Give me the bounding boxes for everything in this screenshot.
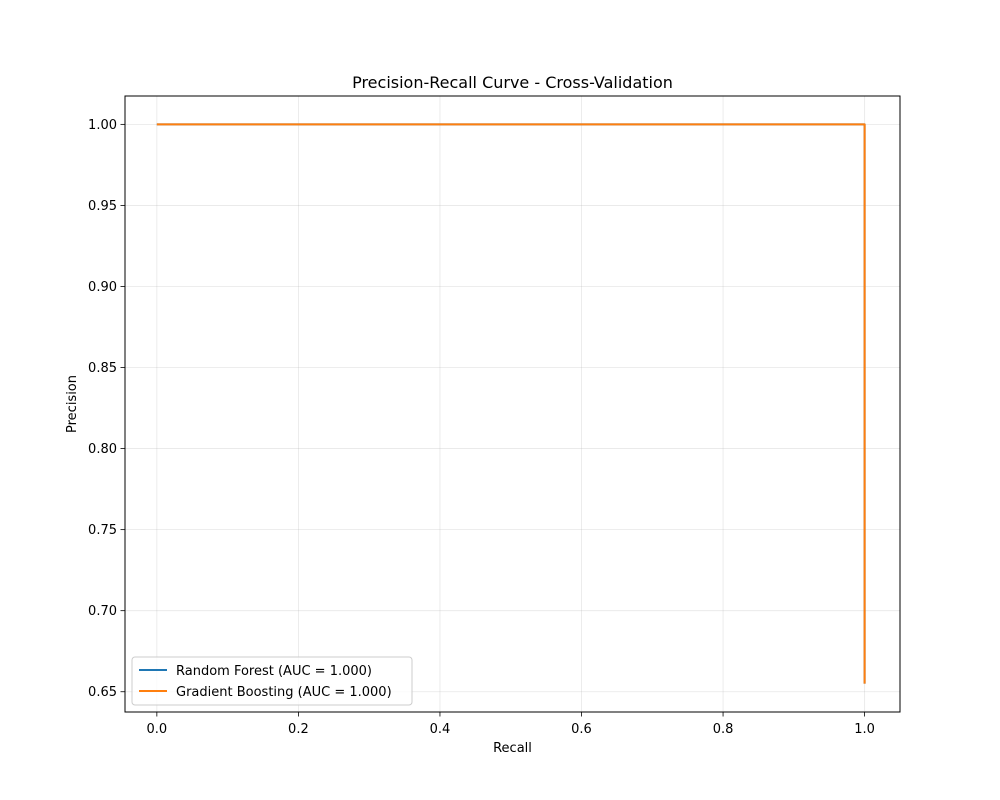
x-tick-label: 1.0: [854, 722, 875, 737]
legend-label-random-forest: Random Forest (AUC = 1.000): [176, 664, 372, 679]
x-tick-label: 0.8: [713, 722, 734, 737]
legend-box: [131, 656, 413, 706]
y-tick-label: 0.80: [88, 442, 117, 457]
y-tick-label: 1.00: [88, 118, 117, 133]
y-axis-ticks: 0.65 0.70 0.75 0.80 0.85 0.90 0.95 1.00: [88, 118, 125, 700]
y-tick-label: 0.70: [88, 604, 117, 619]
legend-label-gradient-boosting: Gradient Boosting (AUC = 1.000): [176, 685, 392, 700]
plot-area-frame: [124, 95, 901, 713]
y-tick-label: 0.75: [88, 523, 117, 538]
y-tick-label: 0.90: [88, 280, 117, 295]
chart-title: Precision-Recall Curve - Cross-Validatio…: [352, 73, 673, 92]
x-tick-label: 0.2: [288, 722, 309, 737]
series-line-gradient-boosting: [156, 123, 866, 684]
x-tick-label: 0.4: [430, 722, 451, 737]
x-tick-label: 0.6: [571, 722, 592, 737]
y-tick-label: 0.65: [88, 685, 117, 700]
y-tick-label: 0.95: [88, 199, 117, 214]
series-lines: [156, 123, 866, 684]
x-axis-ticks: 0.0 0.2 0.4 0.6 0.8 1.0: [147, 712, 875, 737]
x-axis-label: Recall: [493, 741, 532, 756]
legend: Random Forest (AUC = 1.000) Gradient Boo…: [131, 656, 413, 706]
x-tick-label: 0.0: [147, 722, 168, 737]
y-axis-label: Precision: [65, 375, 80, 433]
y-tick-label: 0.85: [88, 361, 117, 376]
